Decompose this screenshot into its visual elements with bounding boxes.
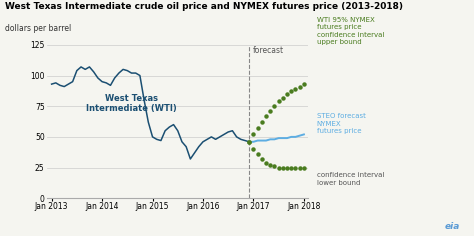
Text: West Texas Intermediate crude oil price and NYMEX futures price (2013-2018): West Texas Intermediate crude oil price …	[5, 2, 403, 11]
Text: dollars per barrel: dollars per barrel	[5, 24, 71, 33]
Text: STEO forecast
NYMEX
futures price: STEO forecast NYMEX futures price	[317, 113, 365, 134]
Text: eia: eia	[445, 222, 460, 231]
Text: forecast: forecast	[253, 46, 284, 55]
Text: West Texas
Intermediate (WTI): West Texas Intermediate (WTI)	[86, 94, 177, 114]
Text: confidence interval
lower bound: confidence interval lower bound	[317, 172, 384, 186]
Text: WTI 95% NYMEX
futures price
confidence interval
upper bound: WTI 95% NYMEX futures price confidence i…	[317, 17, 384, 45]
